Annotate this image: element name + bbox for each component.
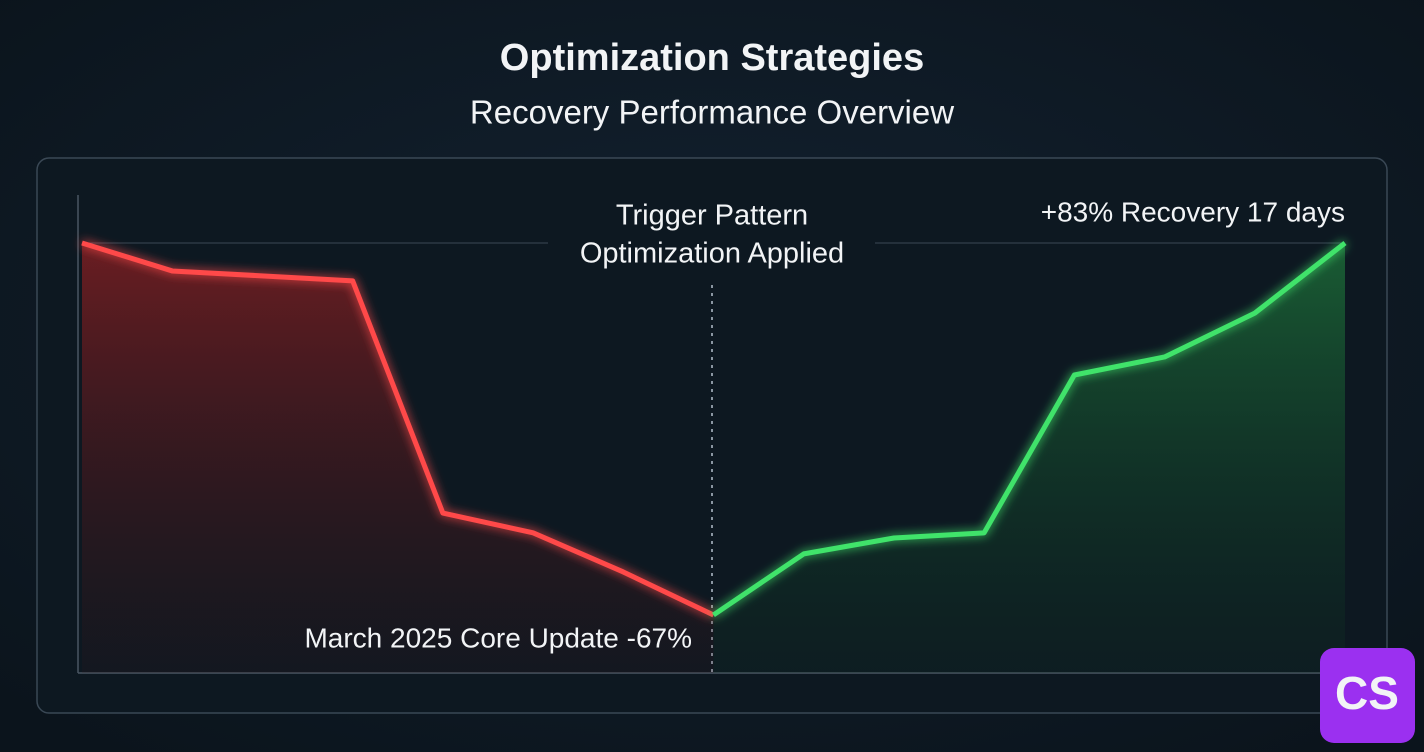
- annotation: +83% Recovery 17 days: [1041, 196, 1345, 227]
- line: [712, 241, 1347, 618]
- chart-subtitle: Recovery Performance Overview: [470, 94, 954, 131]
- chart-title: Optimization Strategies: [500, 37, 924, 79]
- annotation: March 2025 Core Update -67%: [304, 622, 692, 653]
- line: [81, 240, 715, 618]
- badge: [1320, 648, 1415, 743]
- annotation: Optimization Applied: [580, 238, 844, 270]
- plot-area: [81, 240, 1347, 673]
- area-fill: [82, 243, 714, 673]
- annotation: Trigger Pattern: [616, 200, 808, 232]
- badge-text: CS: [1335, 667, 1399, 719]
